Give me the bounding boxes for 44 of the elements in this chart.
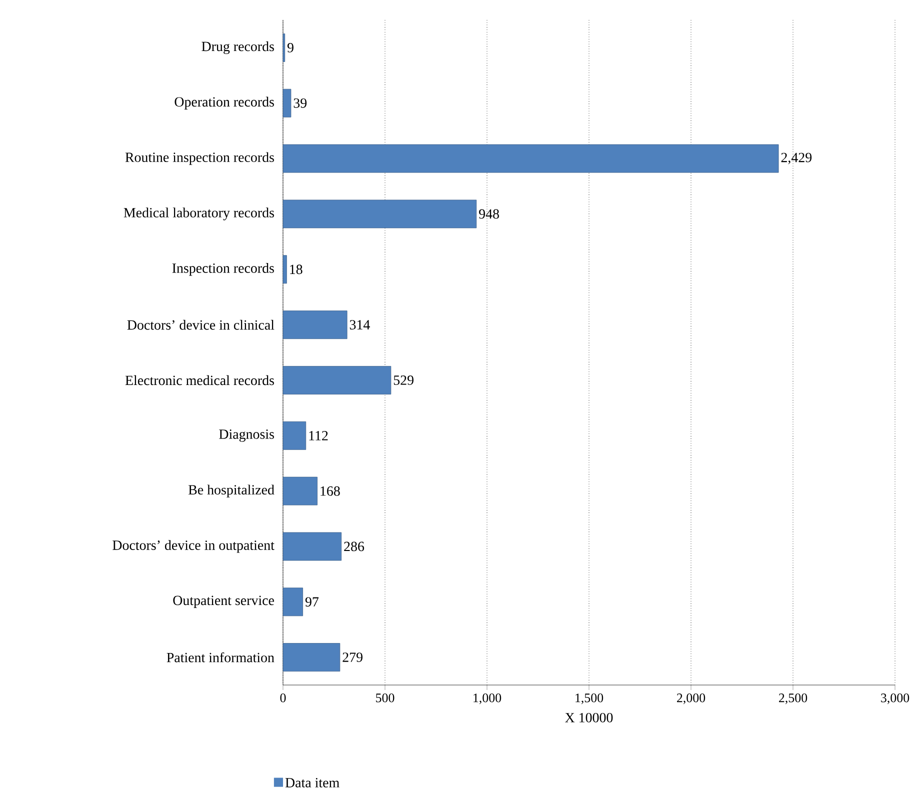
x-tick-label: 1,000	[474, 694, 502, 704]
bar	[282, 255, 287, 284]
x-tick-label: 1,500	[576, 694, 604, 704]
y-tick-label: Doctors’ device in outpatient	[112, 540, 274, 553]
data-label: 286	[344, 542, 364, 552]
data-label: 948	[479, 209, 499, 219]
bar	[282, 532, 342, 561]
bar	[282, 476, 318, 506]
bar	[282, 200, 477, 228]
x-tick-label: 2,000	[676, 694, 706, 704]
y-tick-label: Medical laboratory records	[124, 208, 274, 220]
bar	[282, 588, 303, 616]
bar	[282, 643, 340, 672]
data-label: 18	[290, 264, 302, 274]
data-label: 529	[394, 376, 414, 385]
data-label: 39	[294, 98, 307, 108]
bar	[282, 88, 292, 118]
data-label: 9	[287, 43, 294, 52]
x-tick-label: 2,500	[778, 694, 808, 704]
y-tick-label: Outpatient service	[173, 596, 274, 608]
x-tick-label: 0	[280, 694, 286, 702]
bar	[282, 144, 779, 173]
data-label: 168	[320, 486, 340, 496]
legend-label: Data item	[285, 778, 340, 788]
data-label: 2,429	[781, 152, 812, 164]
y-tick-label: Routine inspection records	[125, 152, 274, 165]
bar	[282, 310, 348, 339]
x-axis-title: X 10000	[565, 712, 613, 722]
data-label: 314	[350, 320, 370, 330]
y-tick-label: Inspection records	[172, 263, 274, 276]
y-tick-label: Operation records	[174, 96, 274, 110]
x-tick-label: 3,000	[881, 694, 910, 704]
x-tick-label: 500	[376, 694, 394, 702]
y-tick-label: Electronic medical records	[125, 375, 274, 386]
y-tick-label: Drug records	[202, 41, 274, 54]
bar	[282, 366, 392, 394]
y-tick-label: Be hospitalized	[188, 484, 274, 498]
bar	[282, 421, 306, 450]
data-label: 97	[305, 597, 319, 607]
y-tick-label: Patient information	[166, 652, 274, 662]
data-label: 279	[342, 652, 362, 662]
y-tick-label: Doctors’ device in clinical	[127, 320, 274, 330]
data-label: 112	[309, 431, 328, 440]
y-tick-label: Diagnosis	[219, 430, 274, 442]
